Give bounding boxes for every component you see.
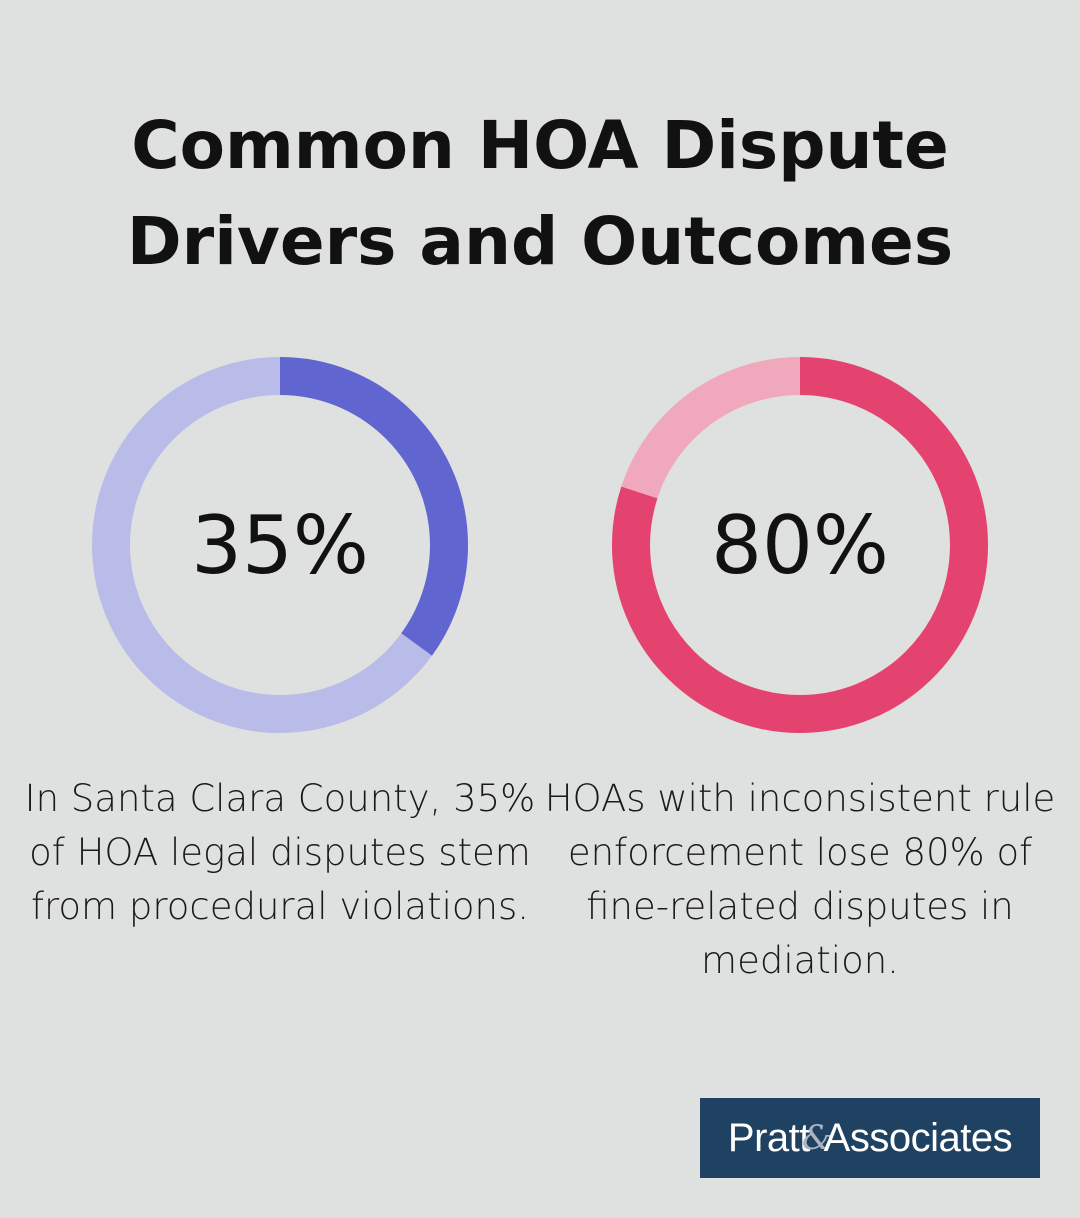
logo-text-associates: Associates (823, 1115, 1013, 1160)
logo-text-pratt: Pratt (727, 1115, 810, 1160)
donut-value-segment (612, 357, 988, 733)
caption-procedural: In Santa Clara County, 35% of HOA legal … (24, 777, 536, 928)
donut-chart-procedural: 35% (90, 355, 470, 735)
donut-percentage-label: 80% (711, 498, 889, 592)
pratt-associates-logo: Pratt & Associates (700, 1098, 1040, 1178)
page-title: Common HOA Dispute Drivers and Outcomes (0, 98, 1080, 290)
donut-chart-enforcement: 80% (610, 355, 990, 735)
donut-svg (612, 357, 988, 733)
title-line-1: Common HOA Dispute (131, 107, 949, 184)
donut-value-segment (92, 357, 468, 733)
donut-svg (92, 357, 468, 733)
title-line-2: Drivers and Outcomes (126, 203, 954, 280)
caption-enforcement: HOAs with inconsistent rule enforcement … (544, 777, 1056, 982)
logo-ampersand: & (801, 1118, 832, 1158)
donut-percentage-label: 35% (191, 498, 369, 592)
